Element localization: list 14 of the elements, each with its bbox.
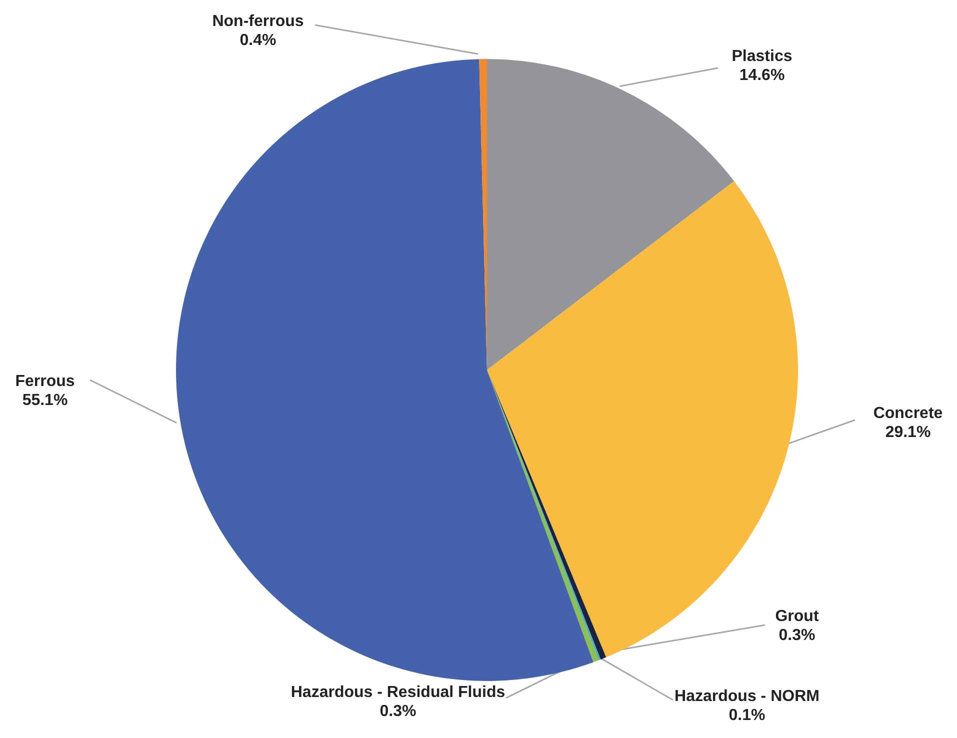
- data-label: 0.1%: [728, 707, 766, 724]
- slice-label: Ferrous: [15, 373, 75, 390]
- data-label: 14.6%: [739, 67, 785, 84]
- slice-label: Non-ferrous: [212, 13, 304, 30]
- slice-label: Grout: [775, 608, 820, 625]
- data-label: 0.3%: [380, 703, 416, 720]
- slice-label: Plastics: [732, 48, 792, 65]
- slice-label: Hazardous - Residual Fluids: [290, 684, 506, 701]
- slice-label: Concrete: [873, 405, 943, 422]
- slice-label: Hazardous - NORM: [674, 688, 820, 705]
- data-label: 29.1%: [885, 424, 931, 441]
- data-label: 55.1%: [22, 392, 68, 409]
- data-label: 0.4%: [240, 32, 276, 49]
- data-label: 0.3%: [778, 627, 816, 644]
